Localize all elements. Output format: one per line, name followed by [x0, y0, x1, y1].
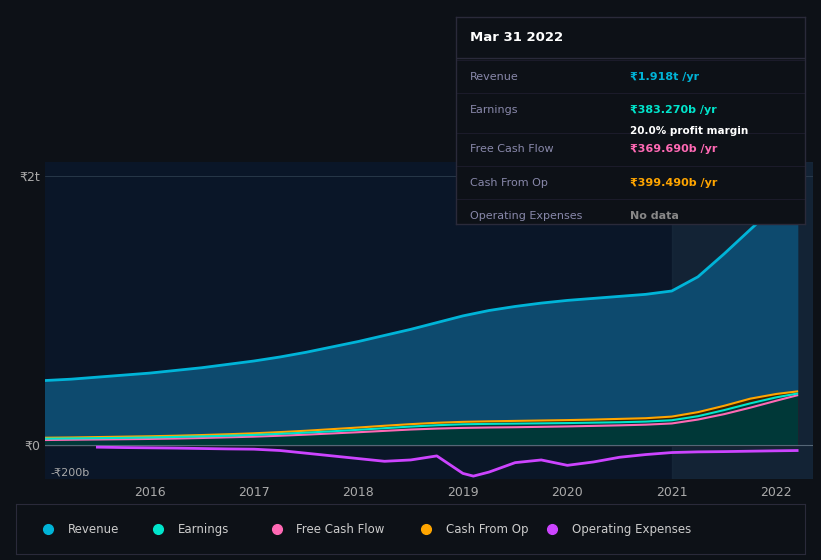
Text: Earnings: Earnings [178, 522, 229, 536]
Text: ₹369.690b /yr: ₹369.690b /yr [631, 144, 718, 155]
Text: Cash From Op: Cash From Op [470, 178, 548, 188]
Text: 20.0% profit margin: 20.0% profit margin [631, 126, 749, 136]
Text: ₹1.918t /yr: ₹1.918t /yr [631, 72, 699, 82]
Text: ₹383.270b /yr: ₹383.270b /yr [631, 105, 717, 115]
Text: Operating Expenses: Operating Expenses [470, 211, 582, 221]
Text: ₹399.490b /yr: ₹399.490b /yr [631, 178, 718, 188]
Text: Cash From Op: Cash From Op [446, 522, 529, 536]
Text: Free Cash Flow: Free Cash Flow [470, 144, 553, 155]
Text: No data: No data [631, 211, 679, 221]
Text: Mar 31 2022: Mar 31 2022 [470, 31, 562, 44]
Bar [672, 162, 813, 479]
Text: Free Cash Flow: Free Cash Flow [296, 522, 384, 536]
Text: Earnings: Earnings [470, 105, 518, 115]
Text: Revenue: Revenue [470, 72, 518, 82]
Text: Operating Expenses: Operating Expenses [572, 522, 691, 536]
Text: Revenue: Revenue [67, 522, 119, 536]
Text: -₹200b: -₹200b [50, 467, 89, 477]
